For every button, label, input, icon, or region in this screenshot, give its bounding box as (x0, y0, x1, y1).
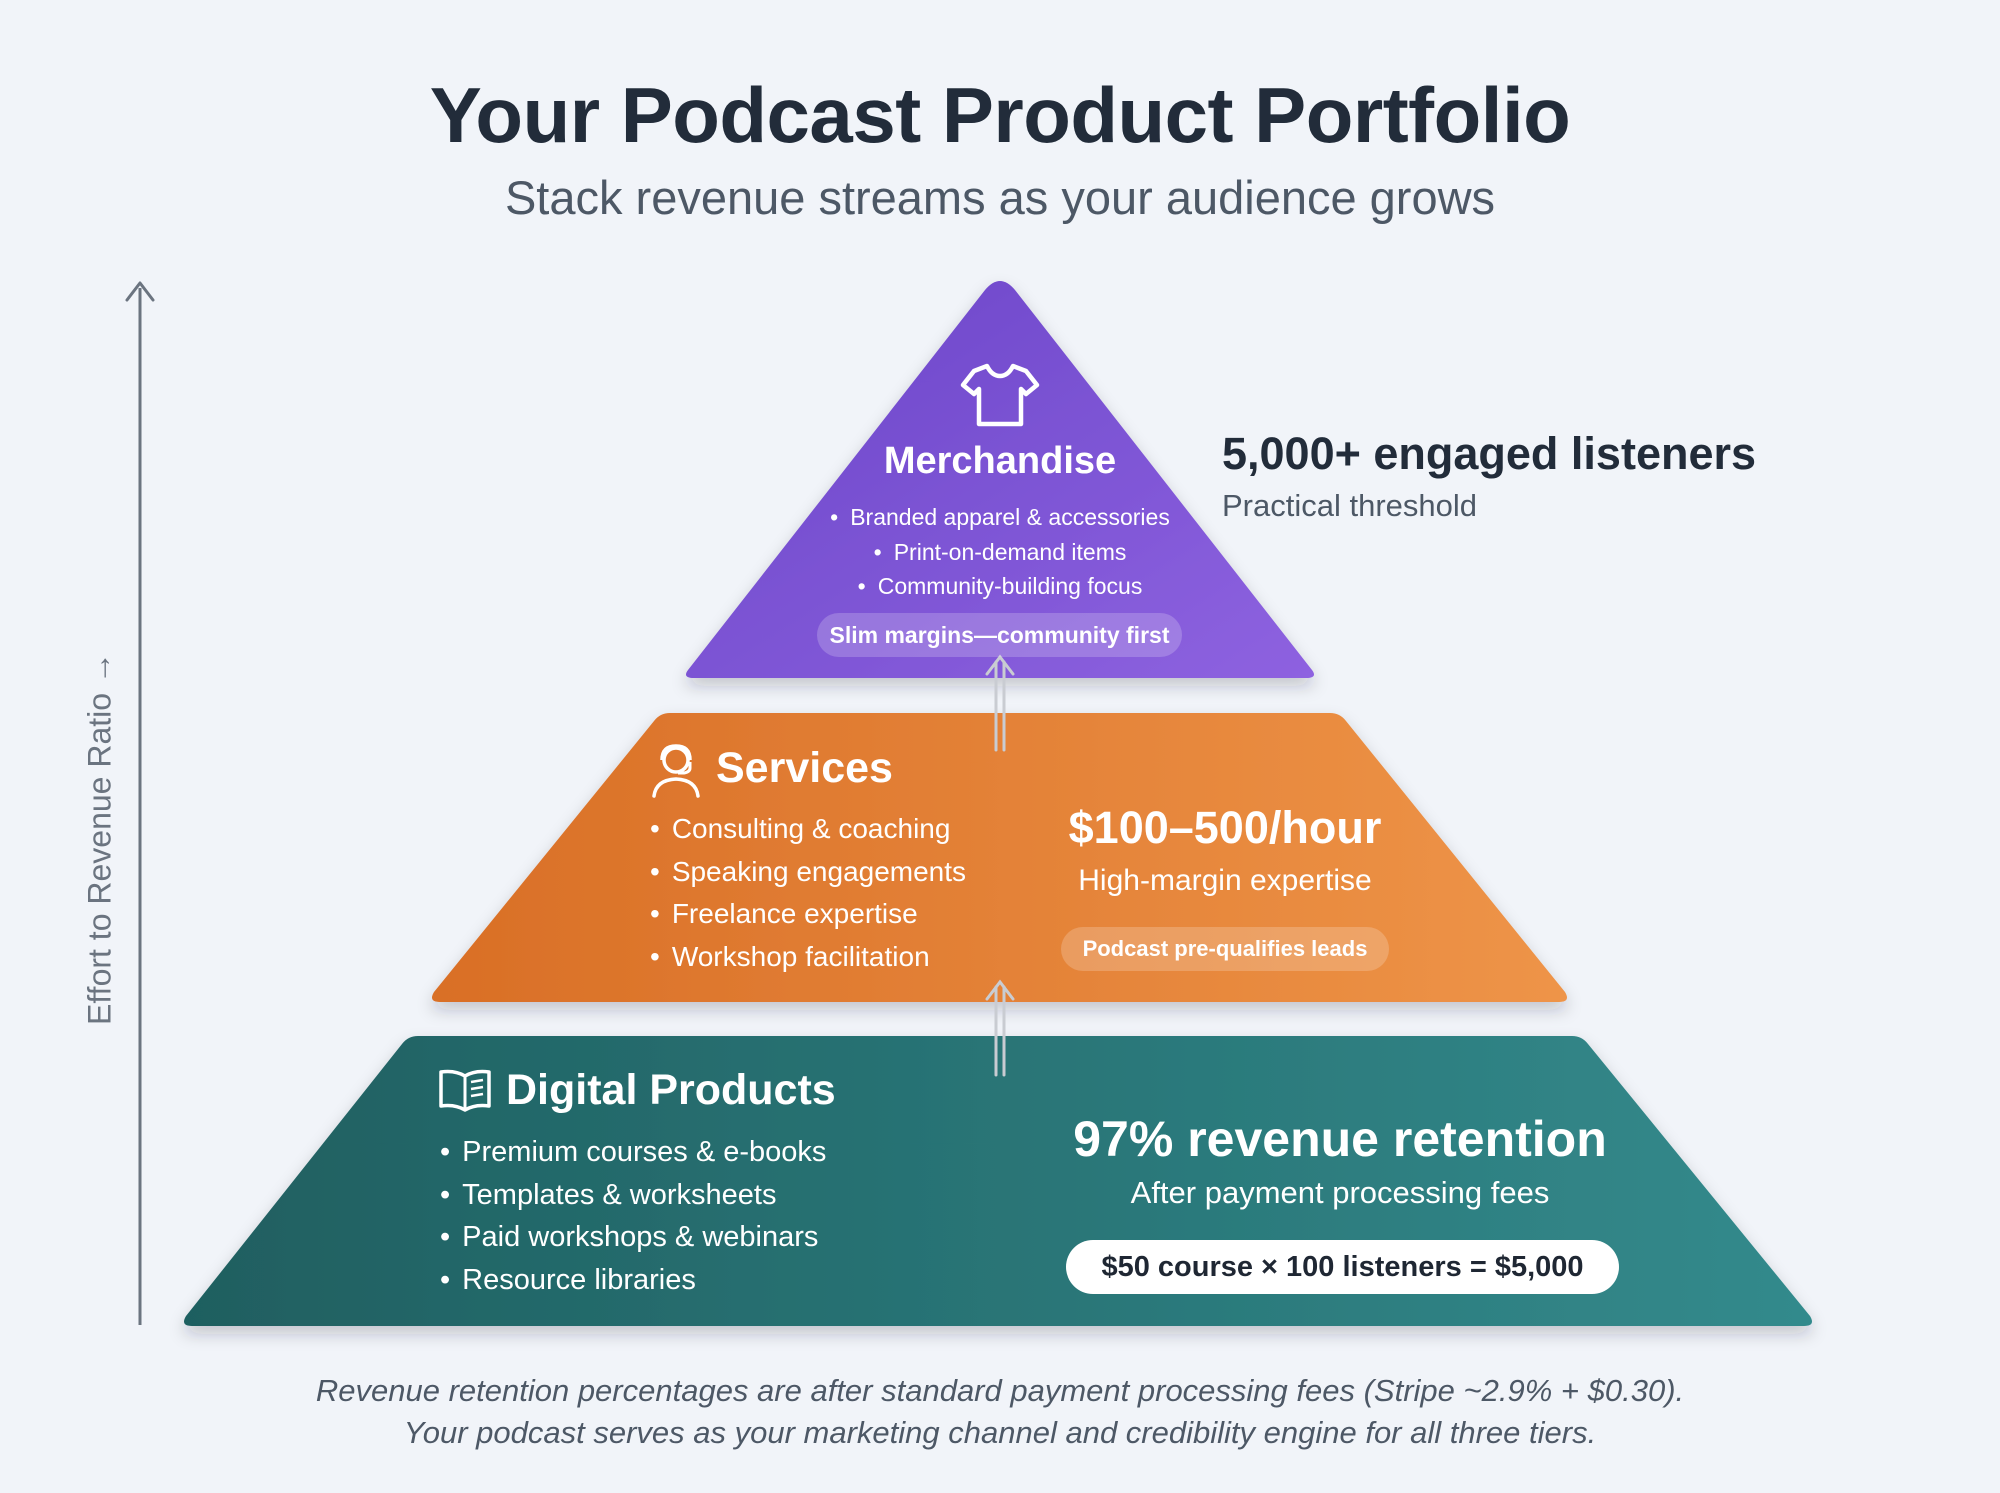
t-shirt-icon (960, 363, 1040, 427)
services-title: Services (716, 744, 893, 792)
threshold-value: 5,000+ engaged listeners (1222, 428, 1757, 479)
digital-products-title: Digital Products (506, 1066, 836, 1114)
page-subtitle: Stack revenue streams as your audience g… (504, 171, 1496, 224)
footnote-line-2: Your podcast serves as your marketing ch… (403, 1415, 1597, 1450)
list-item: Templates & worksheets (440, 1174, 826, 1217)
merchandise-bullet-list: Branded apparel & accessories Print-on-d… (760, 500, 1240, 604)
services-rate: $100–500/hour (1068, 802, 1382, 853)
tier-services-shape (432, 713, 1567, 1002)
list-item: Premium courses & e-books (440, 1131, 826, 1174)
services-rate-label: High-margin expertise (1078, 864, 1372, 897)
services-bullet-list: Consulting & coaching Speaking engagemen… (650, 808, 966, 978)
footnote-line-1: Revenue retention percentages are after … (315, 1373, 1685, 1408)
list-item: Branded apparel & accessories (760, 500, 1240, 535)
list-item: Workshop facilitation (650, 936, 966, 979)
list-item: Paid workshops & webinars (440, 1216, 826, 1259)
merchandise-title: Merchandise (883, 440, 1117, 482)
digital-products-bullet-list: Premium courses & e-books Templates & wo… (440, 1131, 826, 1301)
digital-products-retention: 97% revenue retention (1073, 1111, 1607, 1167)
digital-products-example-pill: $50 course × 100 listeners = $5,000 (1066, 1240, 1619, 1294)
axis-arrowhead-icon (125, 281, 155, 302)
page-title: Your Podcast Product Portfolio (429, 71, 1571, 159)
services-note-pill: Podcast pre-qualifies leads (1061, 927, 1389, 971)
footnote: Revenue retention percentages are after … (0, 1370, 2000, 1454)
headset-person-icon (652, 744, 700, 798)
connector-arrow-services-to-merchandise (985, 654, 1015, 752)
list-item: Print-on-demand items (760, 535, 1240, 570)
digital-products-retention-label: After payment processing fees (1130, 1175, 1550, 1210)
list-item: Speaking engagements (650, 851, 966, 894)
open-book-icon (439, 1069, 491, 1112)
list-item: Community-building focus (760, 569, 1240, 604)
list-item: Resource libraries (440, 1259, 826, 1302)
threshold-label: Practical threshold (1222, 488, 1478, 523)
list-item: Consulting & coaching (650, 808, 966, 851)
merchandise-note-pill: Slim margins—community first (817, 613, 1182, 657)
list-item: Freelance expertise (650, 893, 966, 936)
connector-arrow-digital-to-services (985, 979, 1015, 1077)
